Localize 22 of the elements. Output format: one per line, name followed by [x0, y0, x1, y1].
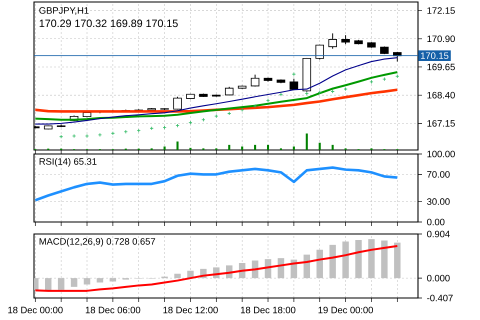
x-tick-label: 18 Dec 00:00 — [8, 306, 63, 314]
y-tick-label: 169.65 — [427, 64, 455, 70]
chart-title: MACD(12,26,9) 0.728 0.657 — [40, 238, 156, 247]
y-tick-label: 170.90 — [427, 35, 455, 42]
x-tick-label: 18 Dec 06:00 — [86, 306, 140, 314]
x-tick-label: 18 Dec 12:00 — [163, 306, 218, 314]
y-tick-label: 0.000 — [427, 274, 450, 282]
y-tick-label: 167.15 — [427, 120, 455, 127]
y-tick-label: 70.00 — [427, 171, 450, 178]
y-tick-label: -0.407 — [427, 294, 453, 302]
text: 170.29 170.32 169.89 170.15 — [40, 20, 178, 28]
x-tick-label: 19 Dec 00:00 — [318, 306, 373, 314]
chart-title: GBPJPY,H1 — [39, 7, 89, 15]
y-tick-label: 168.40 — [427, 92, 455, 98]
y-tick-label: 100.00 — [427, 150, 455, 158]
y-tick-label: 0.904 — [427, 230, 450, 238]
y-tick-label: 0.00 — [427, 218, 445, 226]
y-tick-label: 172.15 — [427, 7, 455, 14]
chart-title: RSI(14) 65.31 — [40, 158, 96, 167]
ref-line-label: 170.15 — [420, 52, 448, 59]
y-tick-label: 30.00 — [427, 198, 450, 205]
x-tick-label: 18 Dec 18:00 — [240, 306, 296, 314]
